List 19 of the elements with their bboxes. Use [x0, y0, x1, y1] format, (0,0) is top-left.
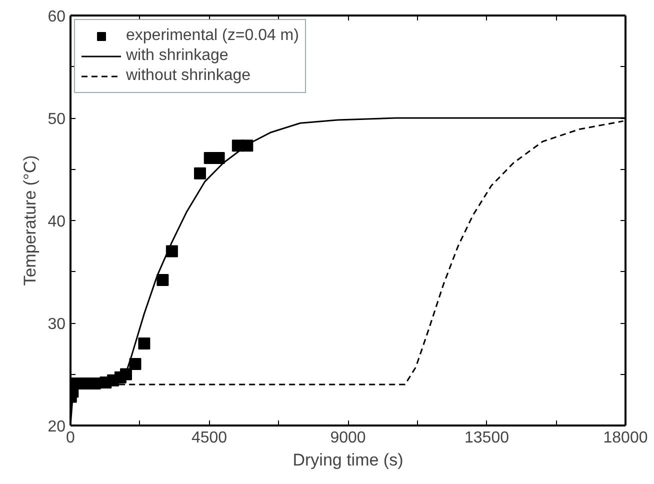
legend-label: experimental (z=0.04 m) — [126, 27, 299, 45]
x-tick-label: 9000 — [330, 430, 366, 446]
x-tick-label: 18000 — [603, 430, 648, 446]
point — [156, 274, 169, 286]
legend-label: without shrinkage — [126, 67, 251, 85]
y-tick-label: 50 — [48, 111, 66, 128]
y-tick-label: 20 — [48, 418, 66, 436]
y-tick-label: 40 — [48, 214, 66, 230]
x-axis-title: Drying time (s) — [292, 450, 404, 470]
x-tick-label: 0 — [66, 430, 76, 446]
y-axis-title: Temperature (°C) — [20, 155, 40, 286]
point — [138, 338, 150, 350]
legend-label: with shrinkage — [126, 47, 228, 65]
y-tick-label: 30 — [48, 316, 66, 333]
point — [129, 358, 142, 370]
x-tick-label: 13500 — [464, 430, 510, 446]
point — [194, 167, 206, 180]
x-tick-label: 4500 — [191, 430, 228, 446]
y-tick-label: 60 — [48, 8, 66, 26]
